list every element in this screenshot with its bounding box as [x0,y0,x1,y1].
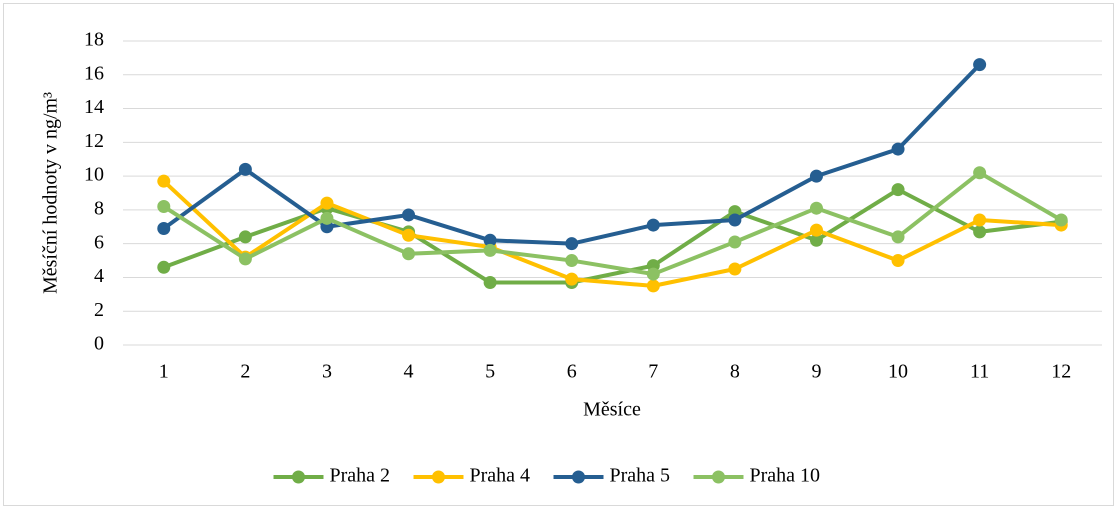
y-tick-label: 16 [84,62,104,84]
x-tick-label: 9 [811,361,821,383]
legend-label: Praha 2 [330,465,391,487]
x-tick-label: 8 [730,361,740,383]
data-point [483,243,497,257]
data-point [402,228,416,242]
data-point [402,247,416,261]
legend-marker [712,470,725,484]
data-point [565,237,579,251]
data-point [891,142,905,156]
data-point [320,196,334,210]
data-point [565,272,579,286]
data-point [646,267,660,281]
legend-label: Praha 10 [750,465,821,487]
y-axis-label: Měsíční hodnoty v ng/m³ [40,92,62,294]
data-point [320,211,334,225]
y-tick-label: 4 [94,265,104,287]
data-point [483,276,497,290]
y-tick-label: 18 [84,29,104,51]
y-tick-label: 14 [84,96,104,118]
x-axis-label: Měsíce [583,399,641,421]
y-tick-label: 2 [94,299,104,321]
data-point [157,174,171,188]
data-point [238,252,252,266]
x-tick-label: 1 [159,361,169,383]
y-tick-label: 0 [94,333,104,355]
y-tick-label: 12 [84,130,104,152]
chart-frame [3,3,1114,506]
legend-marker [432,470,445,484]
data-point [973,213,987,227]
series-line [162,170,1063,277]
data-point [973,166,987,180]
data-point [157,221,171,235]
legend-marker [572,470,585,484]
data-point [157,260,171,274]
data-point [728,213,742,227]
data-point [157,200,171,214]
data-point [891,254,905,268]
data-point [238,230,252,244]
data-point [973,58,987,72]
legend-marker [292,470,305,484]
data-point [483,233,497,247]
data-point [565,254,579,268]
data-point [238,162,252,176]
y-tick-label: 8 [94,197,104,219]
data-point [1054,213,1068,227]
data-point [891,230,905,244]
data-point [809,169,823,183]
data-point [809,201,823,215]
x-tick-label: 2 [240,361,250,383]
x-tick-label: 11 [970,361,989,383]
data-point [809,233,823,247]
legend-label: Praha 5 [610,465,671,487]
series-line [162,179,1062,288]
data-point [728,235,742,249]
y-tick-label: 6 [94,231,104,253]
x-tick-label: 6 [567,361,577,383]
data-point [646,218,660,232]
x-tick-label: 3 [322,361,332,383]
x-tick-label: 7 [648,361,658,383]
x-tick-label: 10 [888,361,908,383]
x-tick-label: 4 [404,361,414,383]
x-tick-label: 5 [485,361,495,383]
data-point [809,223,823,237]
data-point [402,208,416,222]
data-point [973,225,987,239]
x-tick-label: 12 [1051,361,1071,383]
data-point [891,183,905,197]
y-tick-label: 10 [84,164,104,186]
data-point [728,262,742,276]
data-point [646,279,660,293]
legend-label: Praha 4 [470,465,531,487]
